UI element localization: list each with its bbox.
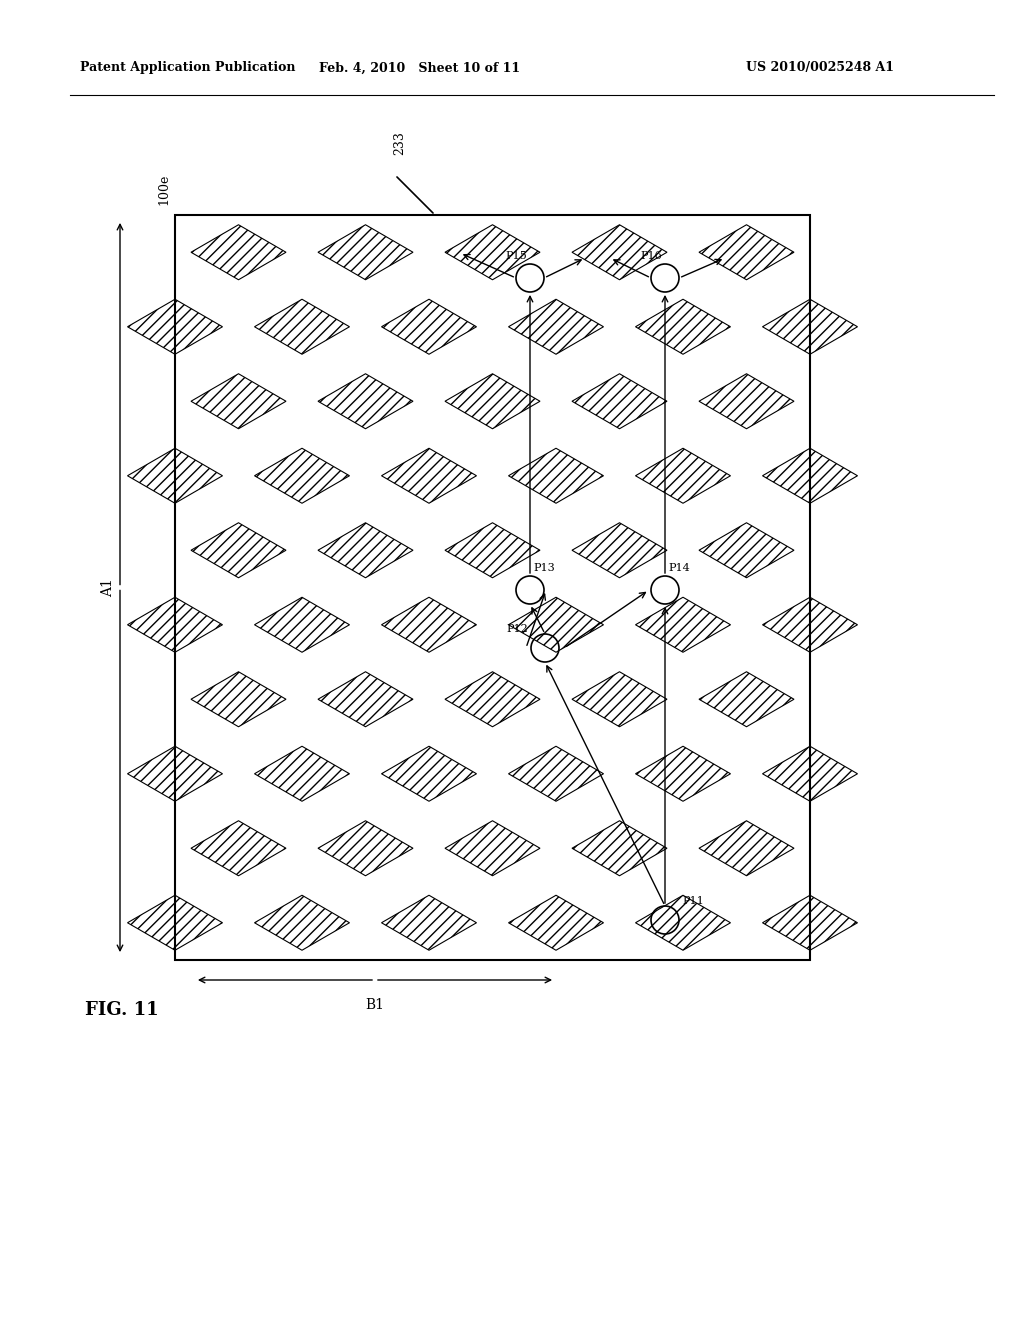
Polygon shape (572, 224, 667, 280)
Polygon shape (509, 449, 603, 503)
Bar (175, 215, 810, 960)
Polygon shape (572, 821, 667, 875)
Polygon shape (636, 597, 730, 652)
Polygon shape (445, 821, 540, 875)
Polygon shape (382, 895, 476, 950)
Text: FIG. 11: FIG. 11 (85, 1001, 159, 1019)
Polygon shape (128, 300, 222, 354)
Polygon shape (636, 449, 730, 503)
Polygon shape (445, 374, 540, 429)
Polygon shape (509, 746, 603, 801)
Polygon shape (191, 224, 286, 280)
Text: Patent Application Publication: Patent Application Publication (80, 62, 296, 74)
Polygon shape (318, 672, 413, 727)
Polygon shape (318, 821, 413, 875)
Text: P15: P15 (505, 251, 527, 261)
Polygon shape (445, 523, 540, 578)
Text: B1: B1 (366, 998, 384, 1012)
Text: P11: P11 (682, 896, 703, 906)
Polygon shape (572, 672, 667, 727)
Text: Feb. 4, 2010   Sheet 10 of 11: Feb. 4, 2010 Sheet 10 of 11 (319, 62, 520, 74)
Polygon shape (382, 597, 476, 652)
Text: P14: P14 (668, 564, 690, 573)
Text: P16: P16 (640, 251, 662, 261)
Polygon shape (445, 672, 540, 727)
Polygon shape (699, 821, 794, 875)
Polygon shape (509, 895, 603, 950)
Polygon shape (191, 374, 286, 429)
Polygon shape (763, 895, 857, 950)
Text: 233: 233 (393, 131, 407, 154)
Polygon shape (763, 449, 857, 503)
Polygon shape (763, 597, 857, 652)
Polygon shape (699, 224, 794, 280)
Polygon shape (255, 597, 349, 652)
Polygon shape (128, 449, 222, 503)
Polygon shape (191, 821, 286, 875)
Polygon shape (128, 895, 222, 950)
Polygon shape (763, 746, 857, 801)
Polygon shape (509, 597, 603, 652)
Polygon shape (191, 523, 286, 578)
Polygon shape (255, 300, 349, 354)
Polygon shape (318, 224, 413, 280)
Polygon shape (636, 746, 730, 801)
Text: P12: P12 (506, 624, 528, 634)
Polygon shape (128, 746, 222, 801)
Polygon shape (255, 746, 349, 801)
Polygon shape (318, 523, 413, 578)
Polygon shape (572, 374, 667, 429)
Text: US 2010/0025248 A1: US 2010/0025248 A1 (746, 62, 894, 74)
Polygon shape (699, 672, 794, 727)
Polygon shape (382, 746, 476, 801)
Polygon shape (255, 895, 349, 950)
Polygon shape (445, 224, 540, 280)
Text: P13: P13 (534, 564, 555, 573)
Text: A1: A1 (101, 578, 115, 597)
Polygon shape (763, 300, 857, 354)
Polygon shape (191, 672, 286, 727)
Polygon shape (128, 597, 222, 652)
Text: 100e: 100e (157, 174, 170, 205)
Polygon shape (699, 374, 794, 429)
Polygon shape (509, 300, 603, 354)
Polygon shape (572, 523, 667, 578)
Polygon shape (255, 449, 349, 503)
Polygon shape (636, 895, 730, 950)
Polygon shape (699, 523, 794, 578)
Polygon shape (382, 449, 476, 503)
Polygon shape (382, 300, 476, 354)
Polygon shape (636, 300, 730, 354)
Polygon shape (318, 374, 413, 429)
